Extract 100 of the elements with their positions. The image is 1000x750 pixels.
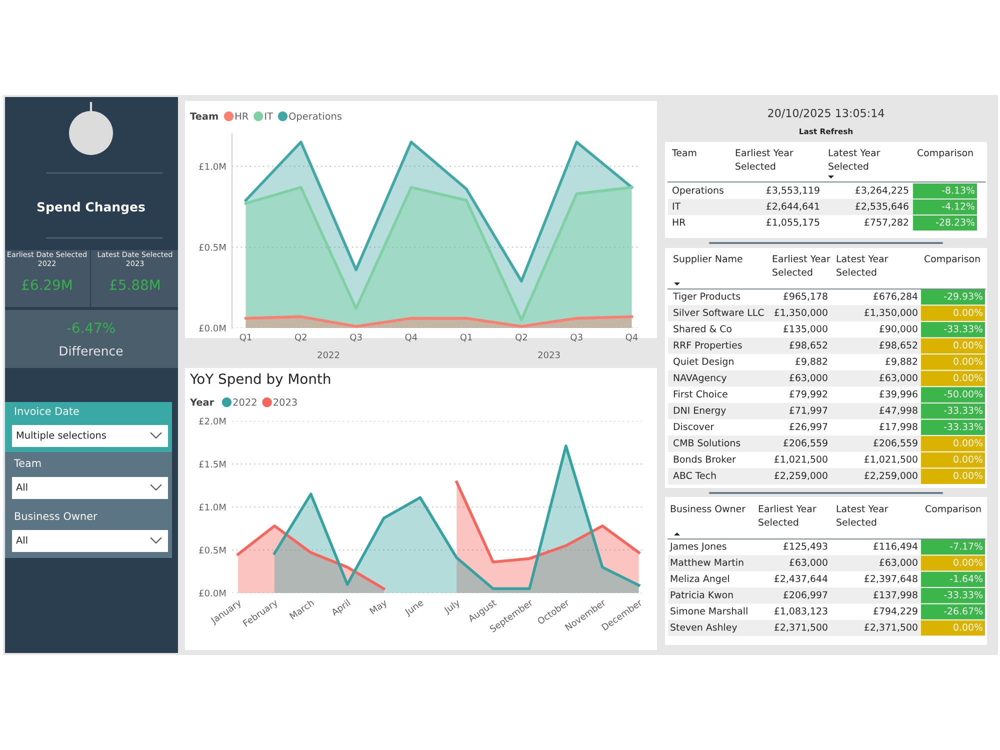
category-label: Latest Year Selected [836,255,888,276]
category-label: James Jones [670,542,726,552]
category-label: Comparison [926,505,981,514]
legend-label: 2022 [233,398,256,406]
text: £2,371,500 [774,624,828,632]
text: £2,397,648 [864,574,918,584]
text: Invoice Date [15,406,79,416]
x-tick-label: Q2 [516,334,527,342]
text: £206,559 [874,439,918,448]
y-tick-label: £0.0M [199,590,226,597]
category-label: CMB Solutions [674,439,740,446]
text: £965,178 [784,292,828,301]
text: £2,259,000 [774,472,828,480]
category-label: NAVAgency [674,374,727,384]
x-tick-label: Q3 [350,334,362,342]
text: £2,437,644 [774,574,828,584]
text: £137,998 [874,591,918,600]
legend-label: Operations [289,112,342,122]
text: £98,652 [880,341,918,350]
text: Supplier Name [674,255,742,264]
category-label: Latest Year Selected [828,149,880,170]
text: £116,494 [874,542,918,551]
text: -8.13% [942,186,974,194]
text: £2,644,641 [766,202,820,211]
x-tick-label: May [369,598,389,616]
text: £1,083,123 [774,607,828,616]
text: £135,000 [784,325,828,334]
x-tick-label: Q4 [405,334,418,342]
category-label: Meliza Angel [670,574,729,584]
text: 0.00% [954,456,982,463]
text: 0.00% [954,308,982,316]
text: £26,997 [790,422,828,432]
text: £1,021,500 [864,456,918,464]
text: £1,350,000 [774,308,828,318]
category-label: Operations [672,186,724,196]
text: £9,882 [796,358,828,366]
y-tick-label: £0.0M [199,324,226,332]
text: £1,350,000 [864,308,918,318]
text: £63,000 [790,558,828,567]
text: -4.12% [942,202,974,210]
text: -33.33% [944,406,982,414]
text: -1.64% [950,574,982,582]
text: £79,992 [790,390,828,399]
text: -7.17% [950,542,982,550]
x-tick-label: Q2 [295,334,306,342]
text: -50.00% [944,390,982,398]
y-tick-label: £1.0M [199,504,226,511]
x-tick-label: Q1 [460,334,472,342]
text: £676,284 [874,292,918,301]
text: £98,652 [790,341,828,350]
category-label: Earliest Year Selected [758,505,816,526]
text: -29.93% [944,292,982,300]
text: -26.67% [944,607,982,615]
category-label: First Choice [674,390,728,398]
category-label: Latest Year Selected [836,505,888,526]
text: £6.29M [22,280,72,290]
text: Spend Changes [37,202,145,214]
text: £5.88M [110,280,160,290]
text: Team [14,459,41,468]
y-tick-label: £0.5M [199,244,226,251]
text: £39,996 [880,390,918,399]
category-label: Bonds Broker [674,455,736,463]
category-label: Discover [674,422,714,430]
text: 0.00% [954,558,982,566]
category-label: IT [672,202,681,210]
text: -33.33% [944,422,982,430]
text: £2,535,646 [856,202,908,211]
legend-label: HR [236,112,248,120]
text: Difference [60,346,123,356]
text: £3,264,225 [856,186,908,195]
category-label: ABC Tech [673,472,716,480]
text: 0.00% [954,374,982,382]
text: £71,997 [790,406,828,415]
category-label: Steven Ashley [670,623,738,633]
text: £47,998 [880,406,918,415]
category-label: DNI Energy [674,406,726,416]
text: 0.00% [954,439,982,446]
text: Business Owner [670,505,746,512]
text: £63,000 [790,374,828,382]
text: -33.33% [944,325,982,332]
category-label: Comparison [924,255,980,264]
text: All [16,536,28,544]
category-label: Matthew Martin [670,558,744,566]
text: £206,997 [784,591,828,600]
text: -33.33% [944,591,982,598]
category-label: Shared & Co [674,325,732,332]
text: £90,000 [880,325,918,334]
text: 20/10/2025 13:05:14 [768,108,884,118]
text: £3,553,119 [766,186,820,195]
text: -6.47% [67,322,115,334]
text: 0.00% [954,472,982,480]
text: 2023 [538,351,560,358]
legend-label: IT [265,112,274,120]
text: £206,559 [784,439,828,448]
chart-title: YoY Spend by Month [190,373,330,387]
y-tick-label: £1.0M [199,163,226,170]
text: £63,000 [880,374,918,382]
x-tick-label: Q3 [570,334,582,342]
text: £9,882 [886,358,918,366]
y-tick-label: £1.5M [199,460,226,468]
